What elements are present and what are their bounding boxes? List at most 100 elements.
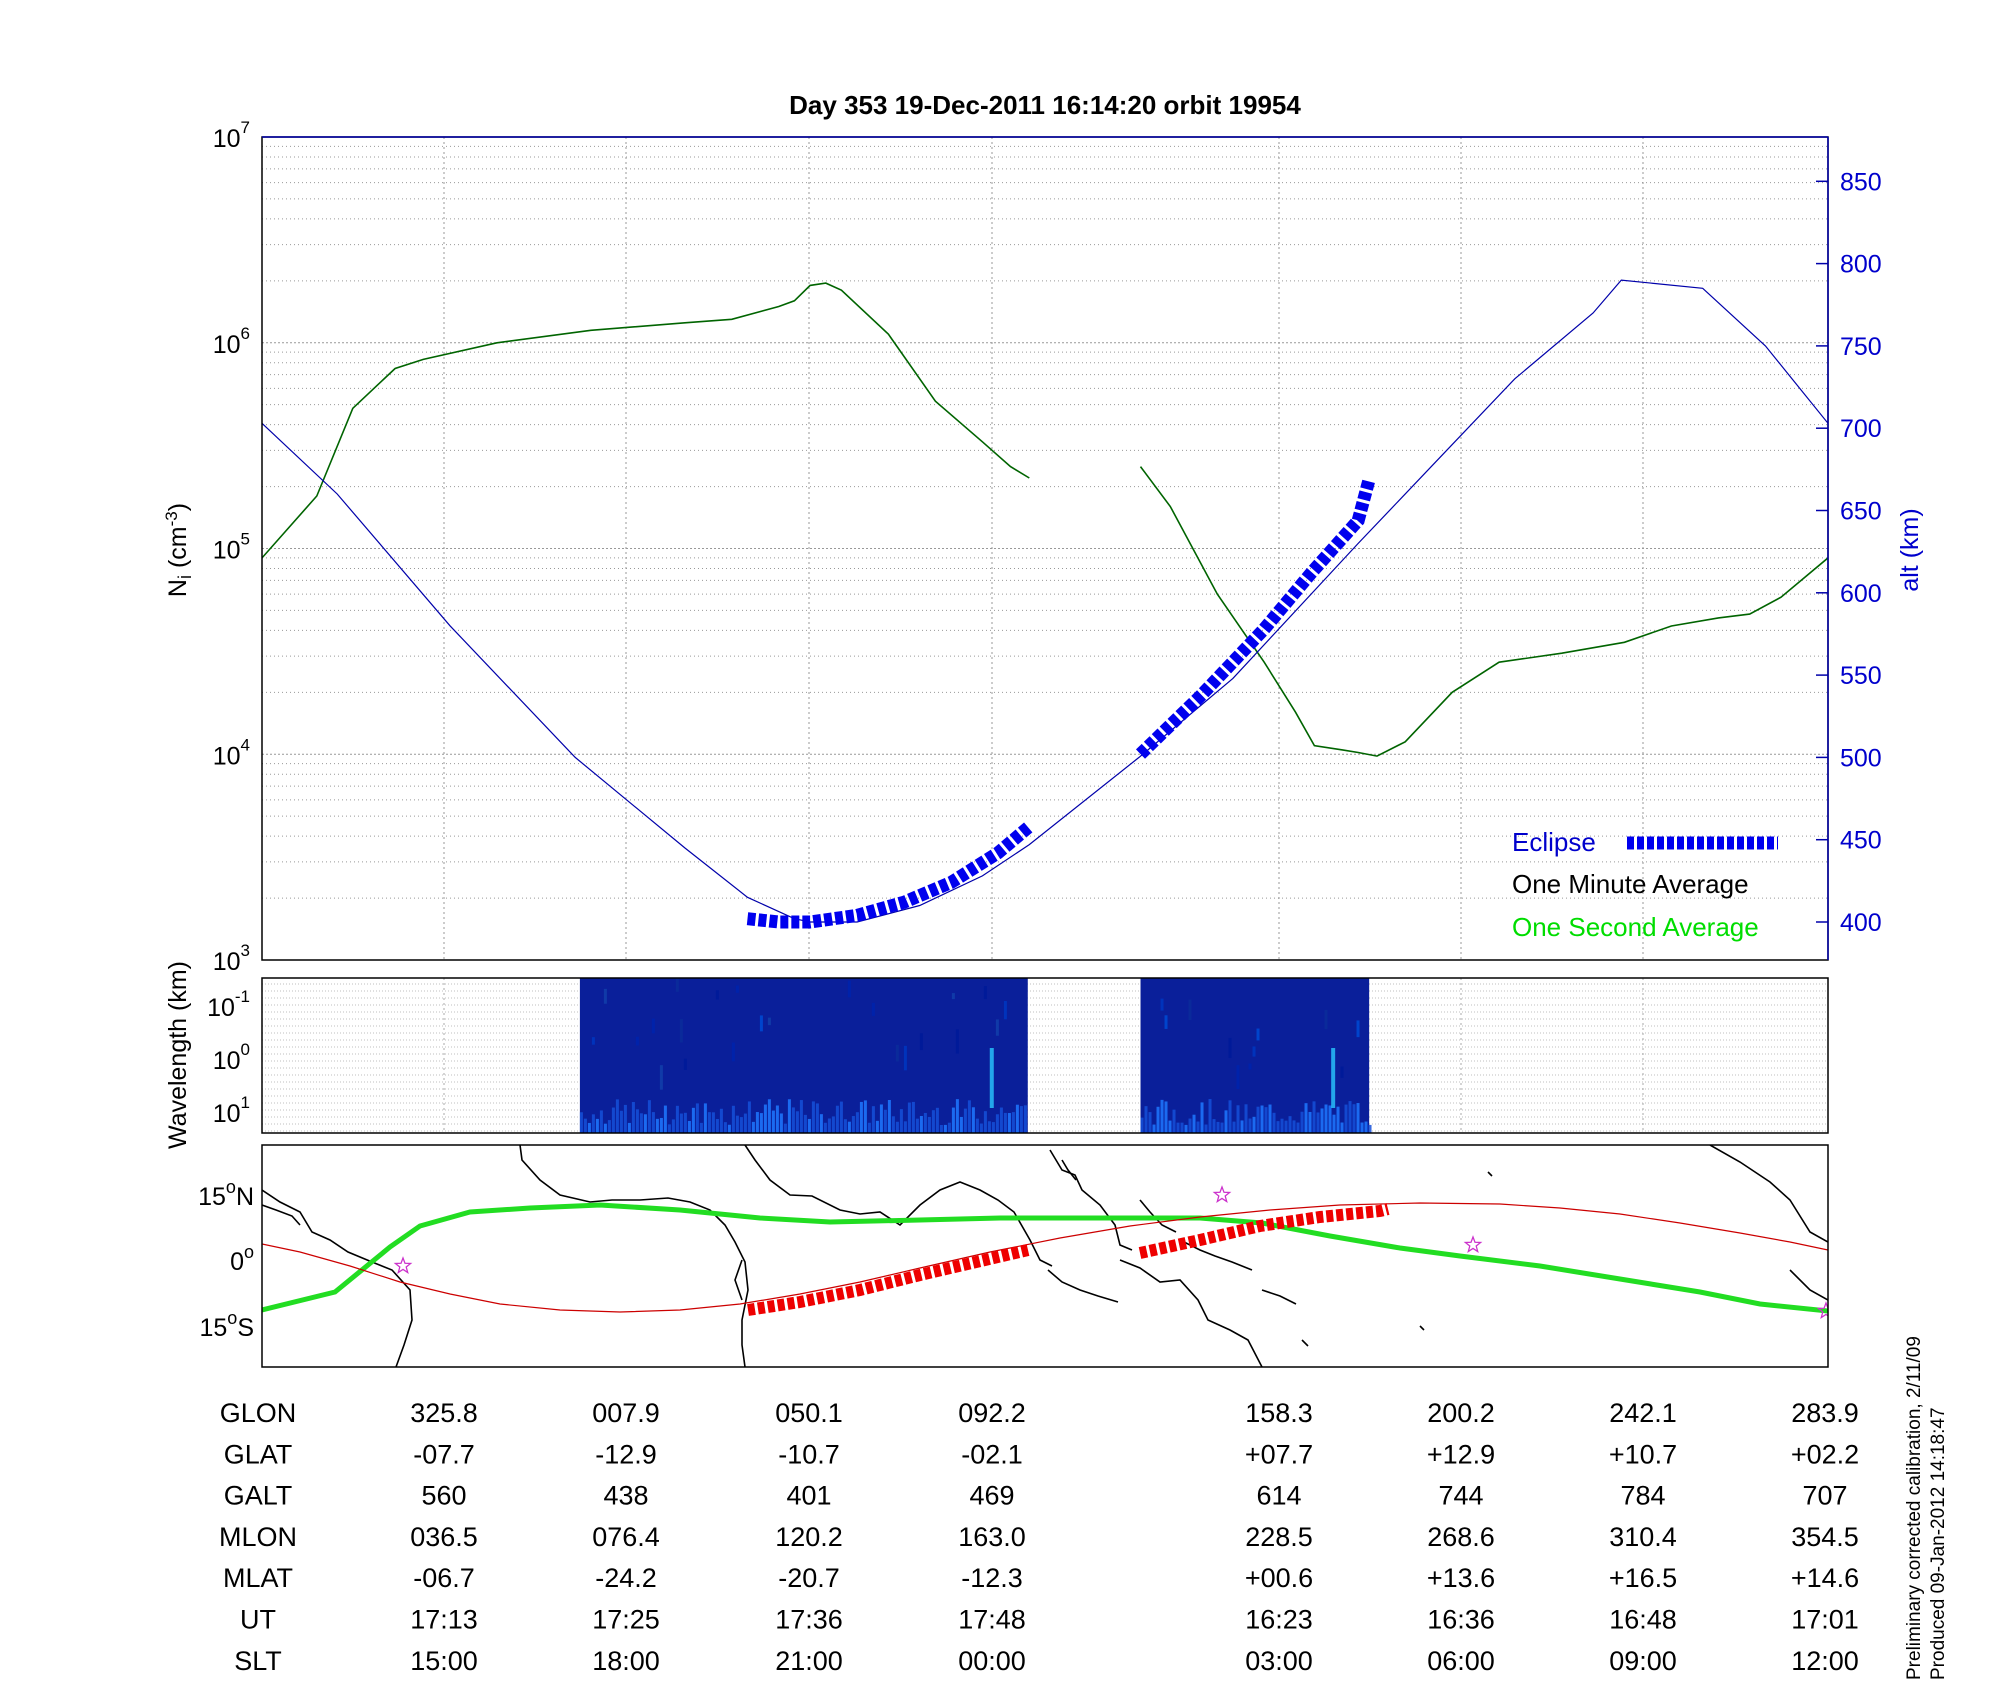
spectrogram-cell <box>727 1124 731 1133</box>
spectrogram-cell <box>911 1101 915 1133</box>
table-row-label: GLON <box>220 1398 297 1428</box>
spectrogram-cell <box>1336 1106 1340 1133</box>
table-cell: -20.7 <box>778 1563 840 1593</box>
table-cell: +14.6 <box>1791 1563 1859 1593</box>
table-cell: 17:36 <box>775 1605 843 1635</box>
spectrogram-cell <box>763 1104 767 1133</box>
spectrogram-cell <box>683 1058 687 1070</box>
spectrogram-cell <box>943 1124 947 1133</box>
map-tracks <box>262 1185 1828 1319</box>
spectrogram-cell <box>1292 1120 1296 1133</box>
spectrogram-cell <box>883 1109 887 1133</box>
spectrogram-block <box>579 978 1028 1133</box>
coastline <box>1789 1269 1828 1301</box>
spectrogram-cell <box>863 1100 867 1133</box>
spectrogram-cell <box>1176 1122 1180 1133</box>
spectrogram-cell <box>1164 1101 1168 1133</box>
table-cell: 469 <box>969 1481 1014 1511</box>
spectrogram-cell <box>927 1116 931 1133</box>
spectrogram-cell <box>867 1122 871 1133</box>
spectrogram-cell <box>903 1121 907 1133</box>
spectrogram-cell <box>671 1119 675 1133</box>
spectrogram-cell <box>635 1109 639 1133</box>
spectrogram-cell <box>815 1103 819 1133</box>
table-cell: +13.6 <box>1427 1563 1495 1593</box>
spectrogram-cell <box>1280 1118 1284 1133</box>
table-cell: 310.4 <box>1609 1522 1677 1552</box>
spectrogram-cell <box>799 1100 803 1133</box>
table-cell: 354.5 <box>1791 1522 1859 1552</box>
station-star-icon <box>1463 1235 1483 1253</box>
altitude-tick-label: 800 <box>1840 251 1882 279</box>
spectrogram-cell <box>735 985 739 993</box>
spectrogram-cell <box>1208 1099 1212 1133</box>
density-ylabel-unit-open: (cm <box>164 526 192 575</box>
spectrogram-cell <box>683 1112 687 1133</box>
spectrogram-cell <box>615 1099 619 1133</box>
table-cell: 16:23 <box>1245 1605 1313 1635</box>
table-cell: 092.2 <box>958 1398 1026 1428</box>
spectrogram-cell <box>1248 1063 1252 1070</box>
spectrogram-cell <box>855 1112 859 1133</box>
spectrogram-cell <box>775 1105 779 1133</box>
spectrogram-cell <box>999 1107 1003 1133</box>
table-cell: 158.3 <box>1245 1398 1313 1428</box>
coastline <box>1049 1149 1133 1251</box>
spectrogram-cell <box>903 1045 907 1071</box>
table-cell: -12.9 <box>595 1439 657 1469</box>
coastline <box>1487 1171 1493 1177</box>
density-tick-label: 106 <box>213 324 250 359</box>
spectrogram-cell <box>847 980 851 998</box>
spectrogram-cell <box>1264 1107 1268 1133</box>
spectrogram-cell <box>1023 1105 1027 1133</box>
spectrogram-cell <box>887 1099 891 1133</box>
eclipse-track <box>1138 1203 1390 1259</box>
spectrogram-cell <box>1232 1121 1236 1133</box>
table-cell: +10.7 <box>1609 1439 1677 1469</box>
latitude-tick-label: 15oN <box>198 1177 254 1211</box>
spectrogram-cell <box>631 1102 635 1133</box>
spectrogram-cell <box>1160 1099 1164 1133</box>
spectrogram-cell <box>1180 1122 1184 1133</box>
spectrogram-cell <box>675 978 679 992</box>
density-line <box>262 282 1030 559</box>
altitude-tick-label: 400 <box>1840 909 1882 937</box>
table-cell: -10.7 <box>778 1439 840 1469</box>
spectrogram-cell <box>599 1110 603 1133</box>
spectrogram-cell <box>859 1101 863 1133</box>
legend-eclipse: Eclipse <box>1512 827 1596 857</box>
spectrogram-cell <box>679 1113 683 1133</box>
spectrogram-cell <box>639 1113 643 1133</box>
map-panel: 15oN 0o 15oS <box>198 1144 1829 1368</box>
spectrogram-cell <box>979 1123 983 1133</box>
table-cell: 200.2 <box>1427 1398 1495 1428</box>
altitude-tick-label: 650 <box>1840 498 1882 526</box>
spectrogram-cell <box>1140 1117 1144 1133</box>
spectrogram-panel: 10-1 100 101 Wavelength (km) <box>164 961 1829 1149</box>
spectrogram-cell <box>647 1100 651 1133</box>
spectrogram-cell <box>771 1110 775 1133</box>
spectrogram-cell <box>1204 1124 1208 1133</box>
density-panel: 103 104 105 106 107 400 450 500 550 600 650 700 750… <box>162 118 1925 976</box>
table-cell: -06.7 <box>413 1563 475 1593</box>
spectrogram-cell <box>1172 1109 1176 1133</box>
spectrogram-cell <box>707 1112 711 1133</box>
altitude-ticks: 400 450 500 550 600 650 700 750 800 850 <box>1816 168 1882 937</box>
spectrogram-cell <box>851 1116 855 1133</box>
spectrogram-cell <box>655 1118 659 1133</box>
spectrogram-cell <box>719 1108 723 1133</box>
spectrogram-cell <box>1236 1065 1240 1090</box>
table-cell: 16:36 <box>1427 1605 1495 1635</box>
spectrogram-cell <box>895 1121 899 1133</box>
magnetic-equator <box>262 1202 1828 1314</box>
eclipse-line <box>746 821 1034 929</box>
spectrogram-cell <box>779 1113 783 1133</box>
spectrogram-streak <box>1331 1048 1336 1108</box>
spectrogram-cell <box>651 1112 655 1133</box>
table-row-label: MLON <box>219 1522 297 1552</box>
spectrogram-cell <box>971 1107 975 1133</box>
map-lat-ticks: 15oN 0o 15oS <box>198 1177 254 1342</box>
spectrogram-cell <box>1252 1046 1256 1057</box>
spectrogram-cell <box>595 1118 599 1133</box>
